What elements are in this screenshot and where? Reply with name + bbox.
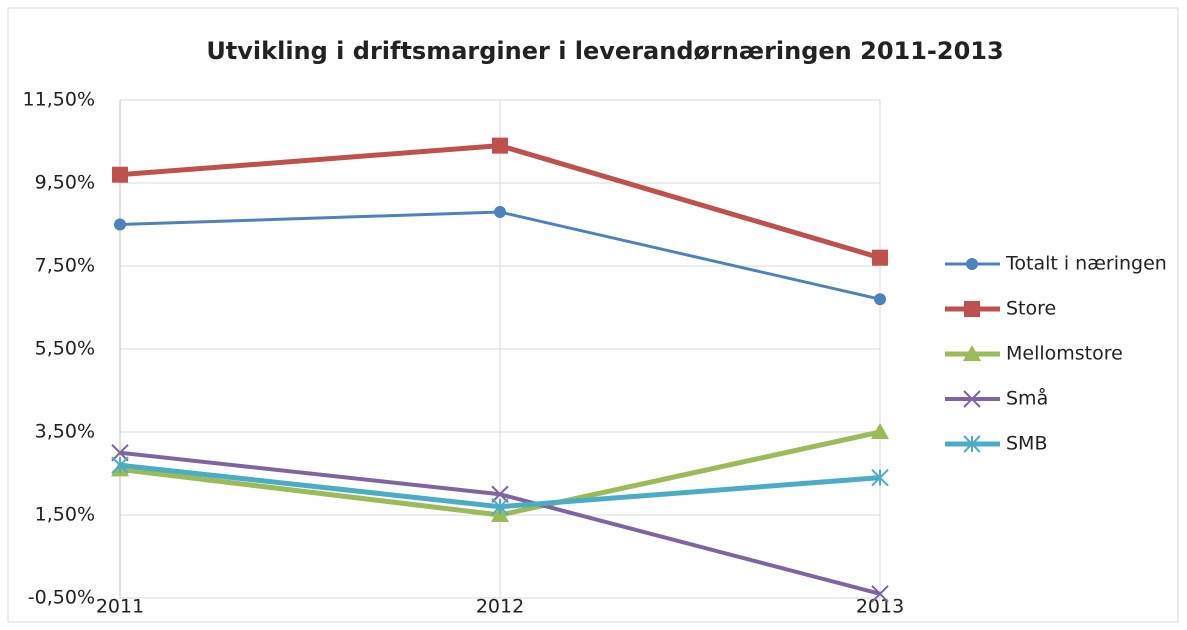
y-tick-label: 11,50% bbox=[23, 89, 95, 111]
y-tick-label: 9,50% bbox=[35, 172, 95, 194]
y-tick-label: 1,50% bbox=[35, 504, 95, 526]
marker-shape bbox=[871, 468, 889, 487]
marker bbox=[871, 423, 889, 439]
y-tick-label: 3,50% bbox=[35, 421, 95, 443]
marker-shape bbox=[491, 497, 509, 516]
marker bbox=[111, 456, 129, 474]
x-tick-label: 2013 bbox=[856, 596, 904, 618]
marker-shape bbox=[111, 456, 129, 474]
marker-shape bbox=[966, 258, 978, 270]
marker bbox=[112, 166, 128, 183]
marker-shape bbox=[874, 293, 886, 306]
legend-label: Små bbox=[1006, 387, 1048, 410]
chart-title: Utvikling i driftsmarginer i leverandørn… bbox=[206, 37, 1003, 65]
marker bbox=[491, 485, 509, 503]
marker-shape bbox=[112, 166, 128, 183]
marker bbox=[963, 345, 981, 361]
marker-shape bbox=[111, 444, 129, 462]
marker bbox=[491, 497, 509, 516]
legend-label: Totalt i næringen bbox=[1005, 253, 1167, 275]
x-tick-label: 2011 bbox=[96, 596, 144, 618]
y-tick-label: 7,50% bbox=[35, 255, 95, 277]
marker-shape bbox=[492, 137, 508, 154]
marker-shape bbox=[872, 249, 888, 266]
marker-shape bbox=[964, 301, 980, 317]
marker bbox=[963, 435, 981, 453]
marker bbox=[872, 249, 888, 266]
marker bbox=[114, 218, 126, 231]
marker-shape bbox=[963, 390, 981, 408]
legend-label: Store bbox=[1006, 298, 1056, 320]
legend-label: Mellomstore bbox=[1006, 343, 1123, 365]
marker-shape bbox=[491, 485, 509, 503]
marker bbox=[964, 301, 980, 317]
marker bbox=[966, 258, 978, 270]
x-tick-label: 2012 bbox=[476, 596, 524, 618]
marker bbox=[871, 468, 889, 487]
marker bbox=[963, 390, 981, 408]
marker bbox=[111, 444, 129, 462]
marker-shape bbox=[963, 345, 981, 361]
marker-shape bbox=[963, 435, 981, 453]
marker bbox=[871, 585, 889, 603]
marker-shape bbox=[871, 585, 889, 603]
marker-shape bbox=[114, 218, 126, 231]
marker-shape bbox=[494, 206, 506, 219]
y-tick-label: -0,50% bbox=[28, 587, 95, 609]
marker bbox=[492, 137, 508, 154]
y-tick-label: 5,50% bbox=[35, 338, 95, 360]
marker bbox=[494, 206, 506, 219]
legend-label: SMB bbox=[1006, 433, 1048, 455]
marker-shape bbox=[871, 423, 889, 439]
marker bbox=[874, 293, 886, 306]
